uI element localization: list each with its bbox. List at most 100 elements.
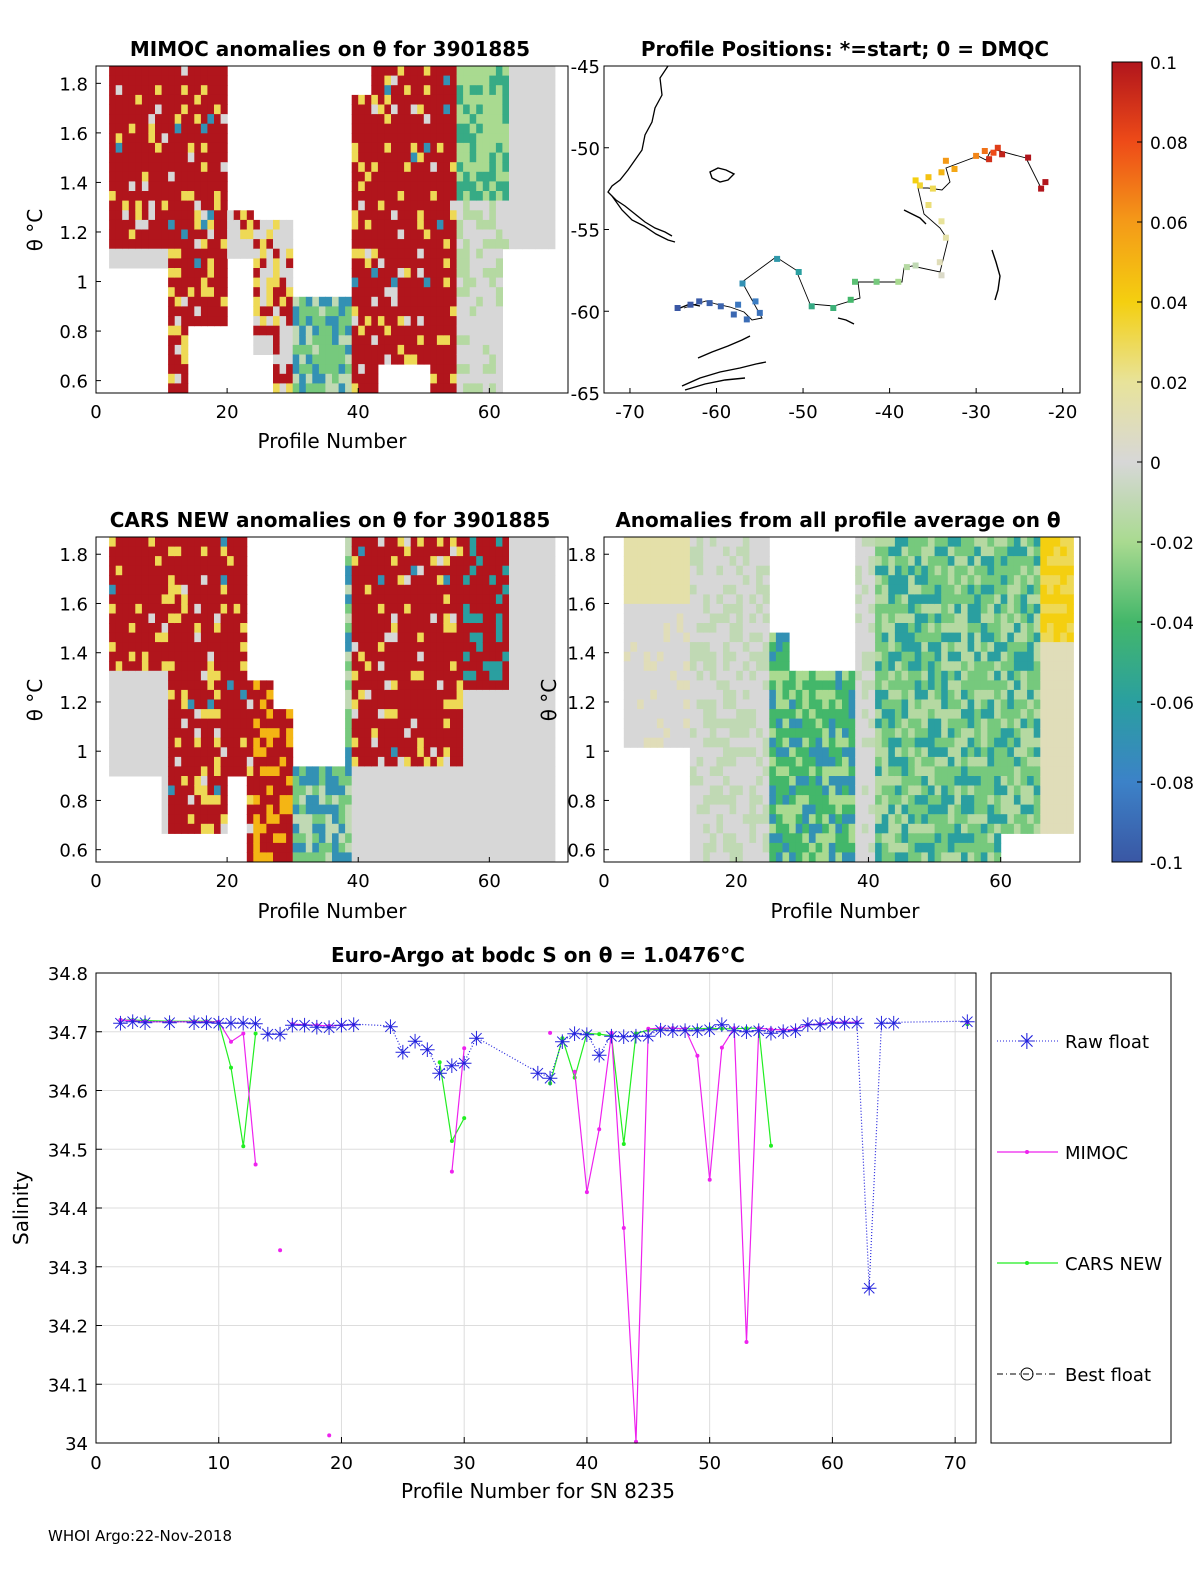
- heatmap-cell: [723, 651, 731, 662]
- heatmap-cell: [358, 123, 366, 134]
- heatmap-cell: [443, 258, 451, 269]
- heatmap-cell: [689, 776, 697, 787]
- heatmap-cell: [246, 804, 254, 815]
- heatmap-cell: [391, 296, 399, 307]
- heatmap-cell: [934, 842, 942, 853]
- heatmap-cell: [115, 756, 123, 767]
- heatmap-cell: [128, 670, 136, 681]
- heatmap-cell: [709, 584, 717, 595]
- heatmap-cell: [181, 737, 189, 748]
- heatmap-cell: [174, 104, 182, 115]
- heatmap-cell: [371, 842, 379, 853]
- heatmap-cell: [901, 565, 909, 576]
- heatmap-cell: [528, 766, 536, 777]
- heatmap-cell: [888, 852, 896, 863]
- heatmap-cell: [423, 258, 431, 269]
- heatmap-cell: [914, 756, 922, 767]
- heatmap-cell: [469, 104, 477, 115]
- heatmap-cell: [729, 709, 737, 720]
- heatmap-cell: [181, 75, 189, 86]
- heatmap-cell: [443, 152, 451, 163]
- heatmap-cell: [128, 75, 136, 86]
- heatmap-cell: [941, 575, 949, 586]
- heatmap-cell: [141, 623, 149, 634]
- heatmap-cell: [881, 594, 889, 605]
- heatmap-cell: [279, 756, 287, 767]
- heatmap-cell: [509, 133, 517, 144]
- heatmap-cell: [181, 785, 189, 796]
- heatmap-cell: [384, 142, 392, 153]
- heatmap-cell: [122, 152, 130, 163]
- heatmap-cell: [227, 766, 235, 777]
- heatmap-cell: [848, 709, 856, 720]
- heatmap-cell: [194, 756, 202, 767]
- heatmap-cell: [762, 642, 770, 653]
- heatmap-cell: [299, 306, 307, 317]
- heatmap-cell: [417, 296, 425, 307]
- heatmap-cell: [338, 364, 346, 375]
- heatmap-cell: [775, 833, 783, 844]
- heatmap-cell: [423, 325, 431, 336]
- heatmap-cell: [168, 661, 176, 672]
- heatmap-cell: [122, 556, 130, 567]
- heatmap-cell: [377, 85, 385, 96]
- heatmap-cell: [855, 613, 863, 624]
- heatmap-cell: [371, 277, 379, 288]
- heatmap-cell: [756, 613, 764, 624]
- heatmap-cell: [299, 852, 307, 863]
- heatmap-cell: [423, 594, 431, 605]
- heatmap-cell: [174, 248, 182, 259]
- heatmap-cell: [489, 594, 497, 605]
- heatmap-cell: [364, 814, 372, 825]
- heatmap-cell: [135, 689, 143, 700]
- heatmap-cell: [495, 766, 503, 777]
- heatmap-cell: [522, 699, 530, 710]
- heatmap-cell: [181, 306, 189, 317]
- heatmap-cell: [233, 239, 241, 250]
- heatmap-cell: [683, 594, 691, 605]
- heatmap-cell: [476, 680, 484, 691]
- heatmap-cell: [868, 680, 876, 691]
- heatmap-cell: [643, 670, 651, 681]
- heatmap-cell: [122, 623, 130, 634]
- heatmap-cell: [756, 795, 764, 806]
- heatmap-cell: [397, 776, 405, 787]
- heatmap-cell: [220, 66, 228, 77]
- heatmap-cell: [187, 670, 195, 681]
- heatmap-cell: [729, 661, 737, 672]
- heatmap-cell: [495, 814, 503, 825]
- heatmap-cell: [861, 623, 869, 634]
- heatmap-cell: [941, 680, 949, 691]
- heatmap-cell: [266, 277, 274, 288]
- heatmap-cell: [947, 537, 955, 548]
- heatmap-cell: [914, 613, 922, 624]
- heatmap-cell: [456, 248, 464, 259]
- heatmap-cell: [469, 200, 477, 211]
- heatmap-cell: [495, 239, 503, 250]
- heatmap-cell: [482, 613, 490, 624]
- heatmap-cell: [769, 776, 777, 787]
- heatmap-cell: [253, 316, 261, 327]
- heatmap-cell: [881, 670, 889, 681]
- heatmap-cell: [109, 229, 117, 240]
- heatmap-cell: [723, 795, 731, 806]
- heatmap-cell: [155, 171, 163, 182]
- heatmap-cell: [364, 699, 372, 710]
- heatmap-cell: [436, 114, 444, 125]
- heatmap-cell: [509, 162, 517, 173]
- heatmap-cell: [391, 804, 399, 815]
- heatmap-cell: [181, 219, 189, 230]
- heatmap-cell: [888, 661, 896, 672]
- heatmap-cell: [423, 181, 431, 192]
- heatmap-cell: [450, 766, 458, 777]
- heatmap-cell: [397, 623, 405, 634]
- heatmap-cell: [894, 680, 902, 691]
- heatmap-cell: [463, 785, 471, 796]
- heatmap-cell: [115, 537, 123, 548]
- heatmap-cell: [868, 785, 876, 796]
- heatmap-cell: [469, 623, 477, 634]
- heatmap-cell: [148, 162, 156, 173]
- heatmap-cell: [410, 210, 418, 221]
- heatmap-cell: [404, 306, 412, 317]
- heatmap-cell: [802, 823, 810, 834]
